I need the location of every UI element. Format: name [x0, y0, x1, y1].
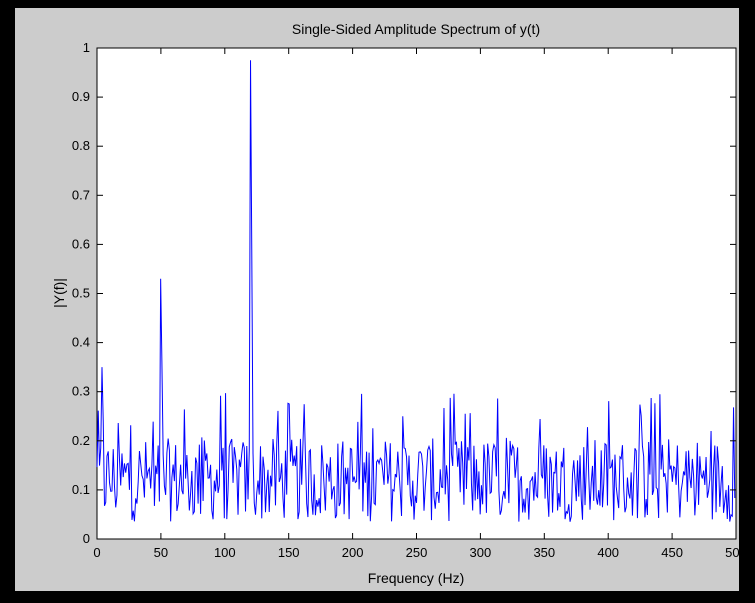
x-tick-label: 250: [406, 545, 428, 560]
plot-area: [97, 48, 736, 539]
y-tick-label: 0.9: [72, 89, 90, 104]
figure-frame-bottom: [0, 591, 755, 603]
x-tick-label: 100: [214, 545, 236, 560]
x-tick-label: 450: [661, 545, 683, 560]
plot-axes: 0 50 100 150 200 250 300 350 400 450 500 0 0.1 0.2 0.…: [72, 40, 747, 560]
x-tick-label: 0: [93, 545, 100, 560]
x-tick-label: 50: [154, 545, 168, 560]
x-tick-label: 150: [278, 545, 300, 560]
y-tick-label: 0.3: [72, 384, 90, 399]
y-tick-label: 0.2: [72, 433, 90, 448]
figure-frame-right: [739, 0, 755, 603]
y-tick-label: 0: [83, 531, 90, 546]
y-tick-label: 0.1: [72, 482, 90, 497]
y-tick-label: 0.5: [72, 286, 90, 301]
x-tick-label: 300: [470, 545, 492, 560]
figure-frame-left: [0, 0, 15, 603]
y-axis-label: |Y(f)|: [51, 278, 67, 308]
y-tick-label: 0.6: [72, 236, 90, 251]
y-tick-label: 0.4: [72, 335, 90, 350]
figure-frame-top: [0, 0, 755, 8]
chart-title: Single-Sided Amplitude Spectrum of y(t): [292, 21, 540, 37]
y-tick-label: 0.8: [72, 138, 90, 153]
y-tick-label: 0.7: [72, 187, 90, 202]
x-tick-label: 350: [533, 545, 555, 560]
x-tick-label: 500: [725, 545, 747, 560]
y-tick-label: 1: [83, 40, 90, 55]
x-tick-label: 400: [597, 545, 619, 560]
x-tick-label: 200: [342, 545, 364, 560]
x-axis-label: Frequency (Hz): [368, 570, 464, 586]
